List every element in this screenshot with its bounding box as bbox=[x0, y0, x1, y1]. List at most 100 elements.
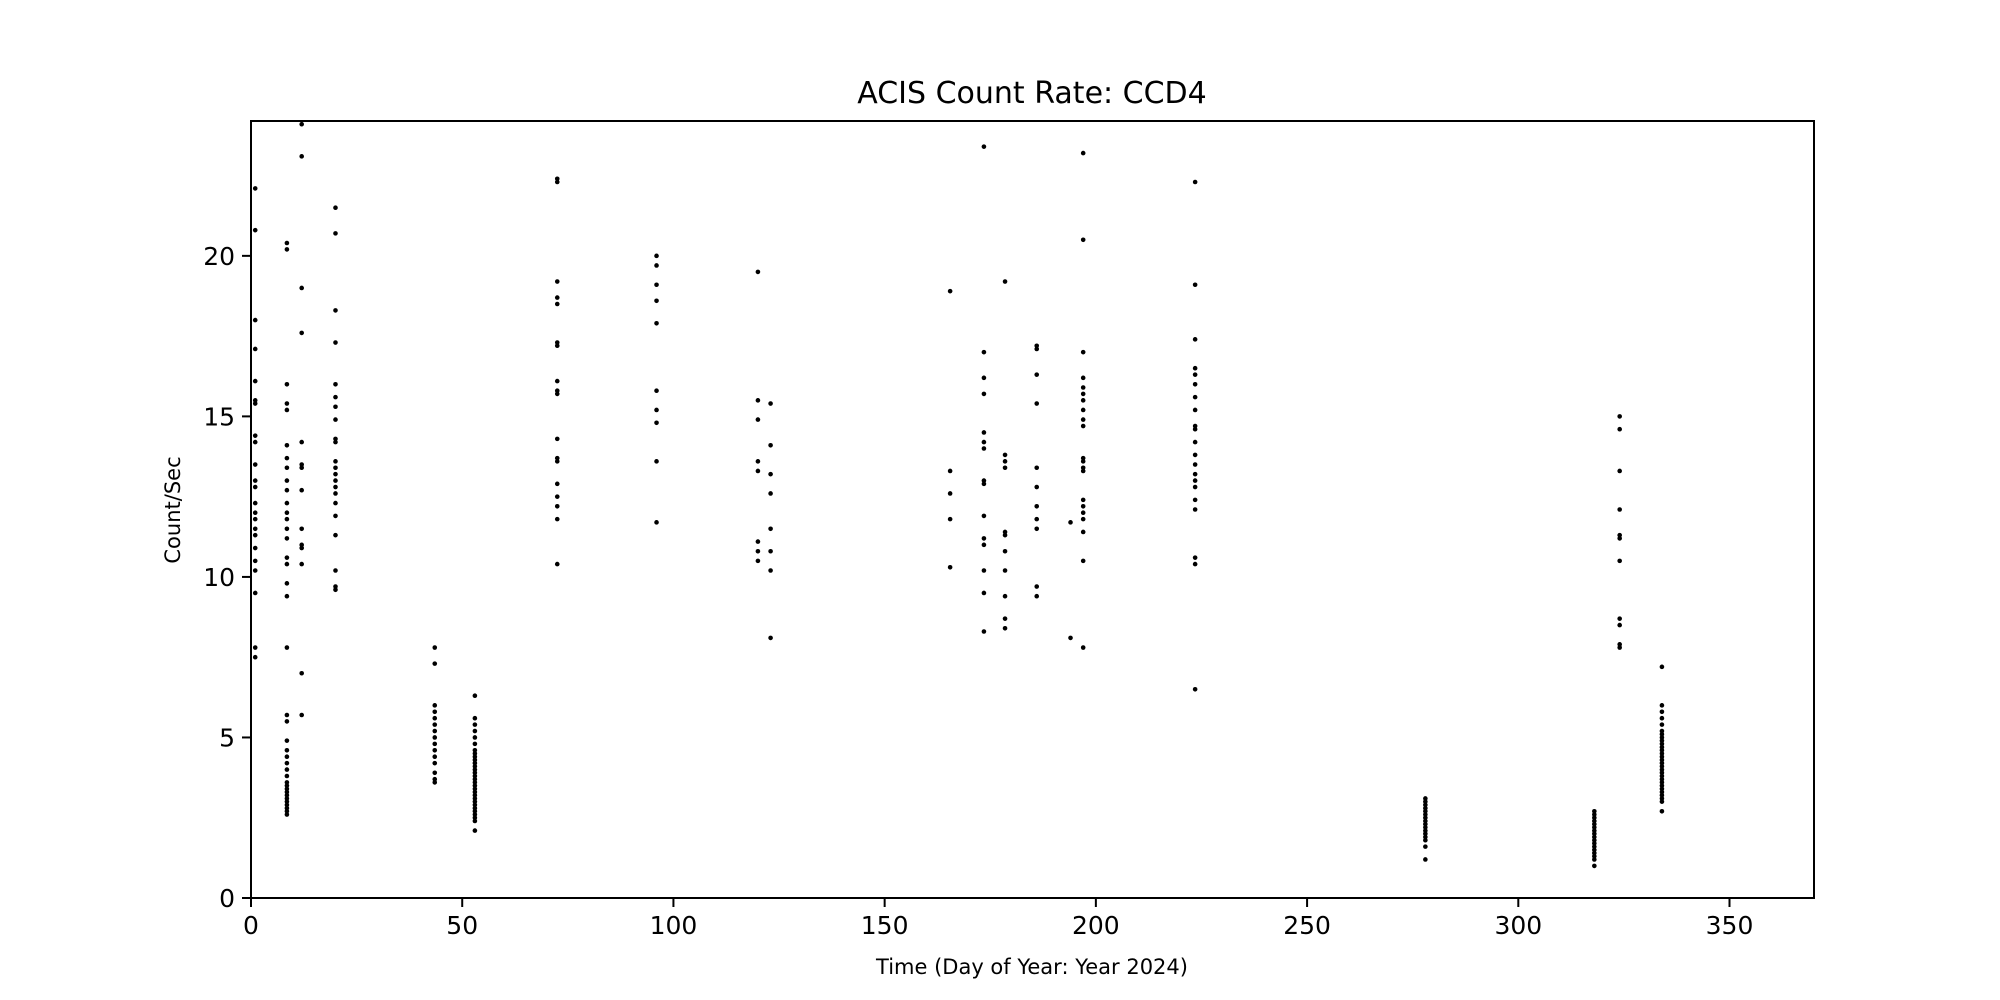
data-point bbox=[1034, 465, 1040, 471]
data-point bbox=[1002, 548, 1008, 554]
data-point bbox=[1592, 857, 1597, 862]
data-point bbox=[1659, 722, 1665, 727]
data-point bbox=[432, 780, 438, 785]
data-point bbox=[768, 491, 773, 496]
x-tick-label: 250 bbox=[1283, 911, 1331, 940]
data-point bbox=[981, 430, 987, 435]
data-point bbox=[252, 484, 258, 490]
data-point bbox=[1080, 423, 1086, 429]
data-point bbox=[333, 205, 338, 210]
data-point bbox=[1592, 834, 1597, 840]
data-point bbox=[284, 780, 290, 785]
data-point bbox=[1080, 385, 1086, 390]
data-point bbox=[554, 459, 560, 464]
data-point bbox=[1592, 831, 1597, 837]
data-point bbox=[1659, 748, 1665, 753]
data-point bbox=[252, 500, 258, 506]
data-point bbox=[1080, 150, 1086, 156]
data-point bbox=[333, 587, 338, 593]
data-point bbox=[333, 459, 338, 464]
data-point bbox=[472, 760, 478, 766]
data-point bbox=[299, 285, 304, 291]
data-point bbox=[252, 545, 258, 551]
data-point bbox=[554, 279, 560, 284]
data-point bbox=[284, 487, 290, 493]
data-point bbox=[472, 789, 478, 795]
data-point bbox=[1659, 764, 1665, 769]
data-point bbox=[1068, 520, 1073, 525]
data-point bbox=[554, 436, 560, 442]
data-point bbox=[1192, 478, 1198, 483]
data-point bbox=[1080, 407, 1086, 413]
data-point bbox=[284, 805, 290, 811]
data-point bbox=[252, 532, 258, 538]
data-point bbox=[1192, 484, 1198, 490]
data-point bbox=[472, 776, 478, 782]
data-point bbox=[1659, 796, 1665, 801]
data-point bbox=[554, 455, 560, 461]
data-point bbox=[1080, 391, 1086, 397]
data-point bbox=[981, 144, 987, 149]
data-point bbox=[284, 783, 290, 788]
data-point bbox=[299, 542, 304, 548]
data-point bbox=[284, 581, 290, 586]
data-point bbox=[1592, 825, 1597, 830]
data-point bbox=[1659, 776, 1665, 782]
data-point bbox=[299, 712, 304, 718]
data-point bbox=[1592, 812, 1597, 817]
data-point bbox=[299, 121, 304, 127]
data-point bbox=[1423, 837, 1428, 843]
data-point bbox=[472, 809, 478, 814]
data-point bbox=[472, 818, 478, 824]
data-point bbox=[472, 764, 478, 769]
data-point bbox=[1592, 815, 1597, 821]
data-point bbox=[284, 555, 290, 560]
data-point bbox=[768, 635, 773, 641]
data-point bbox=[1423, 802, 1428, 808]
data-point bbox=[472, 786, 478, 792]
data-point bbox=[252, 516, 258, 522]
data-point bbox=[252, 186, 258, 191]
data-point bbox=[981, 391, 987, 397]
data-point bbox=[654, 388, 659, 394]
data-point bbox=[1034, 401, 1040, 406]
data-point bbox=[947, 491, 953, 496]
data-point bbox=[981, 568, 987, 573]
data-point bbox=[755, 398, 761, 403]
data-point bbox=[1659, 715, 1665, 721]
data-point bbox=[755, 417, 761, 422]
data-point bbox=[1659, 767, 1665, 772]
data-point bbox=[1080, 645, 1086, 650]
data-point bbox=[1617, 616, 1622, 621]
y-tick-label: 20 bbox=[203, 242, 235, 271]
data-point bbox=[299, 439, 304, 445]
y-tick-label: 5 bbox=[219, 723, 235, 752]
data-point bbox=[252, 645, 258, 650]
data-point bbox=[472, 751, 478, 756]
x-tick-label: 300 bbox=[1494, 911, 1542, 940]
data-point bbox=[472, 805, 478, 811]
data-point bbox=[333, 308, 338, 313]
data-point bbox=[432, 754, 438, 760]
x-tick-label: 150 bbox=[861, 911, 909, 940]
data-point bbox=[554, 295, 560, 300]
data-point bbox=[472, 741, 478, 747]
data-point bbox=[1002, 279, 1008, 284]
data-point bbox=[554, 340, 560, 345]
y-axis-label: Count/Sec bbox=[161, 456, 185, 563]
data-point bbox=[299, 330, 304, 336]
data-point bbox=[981, 542, 987, 548]
data-point bbox=[947, 288, 953, 294]
data-point bbox=[472, 799, 478, 804]
data-point bbox=[768, 548, 773, 554]
data-point bbox=[1659, 783, 1665, 788]
data-point bbox=[554, 179, 560, 185]
data-point bbox=[981, 481, 987, 487]
data-point bbox=[333, 491, 338, 496]
data-point bbox=[252, 398, 258, 403]
data-point bbox=[252, 378, 258, 384]
data-point bbox=[284, 407, 290, 413]
data-point bbox=[333, 478, 338, 483]
data-points bbox=[252, 121, 1665, 869]
data-point bbox=[1034, 484, 1040, 490]
